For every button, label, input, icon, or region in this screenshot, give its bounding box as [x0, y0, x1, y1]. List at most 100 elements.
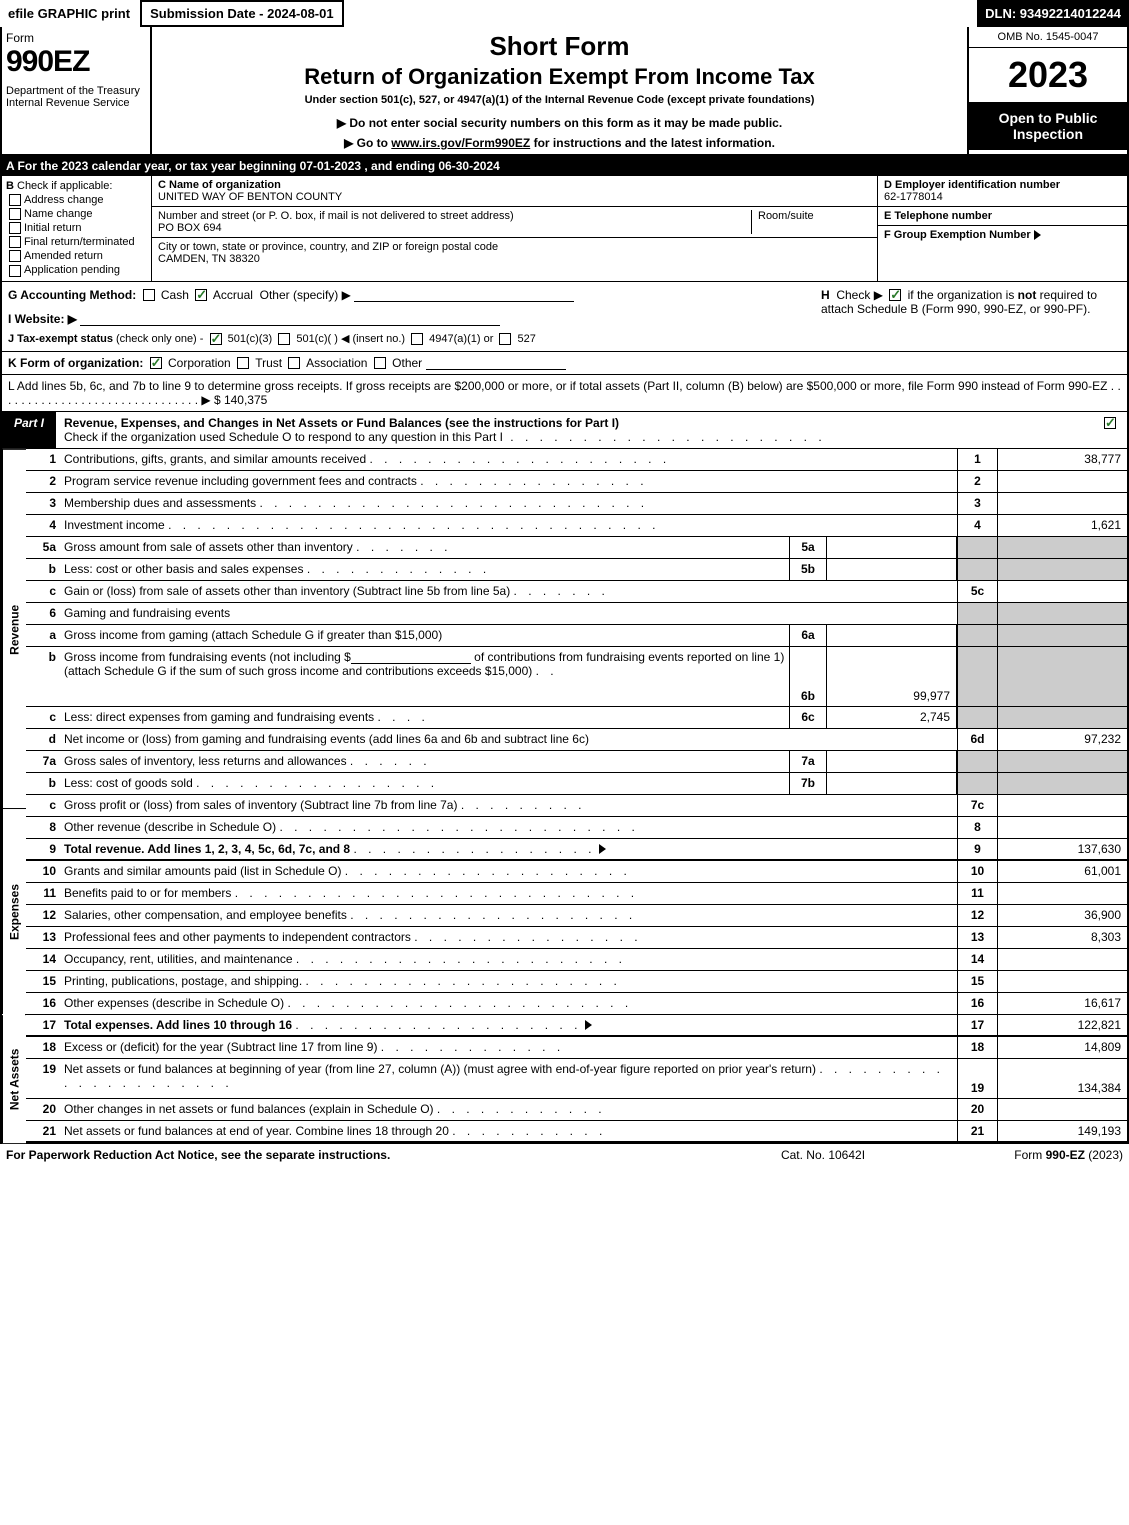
- form-number: 990EZ: [6, 45, 146, 79]
- line-7a: 7a Gross sales of inventory, less return…: [26, 751, 1127, 773]
- c-name-lbl: C Name of organization: [158, 179, 281, 191]
- contrib-blank[interactable]: [351, 650, 471, 664]
- c-name-row: C Name of organization UNITED WAY OF BEN…: [152, 176, 877, 207]
- room-lbl: Room/suite: [758, 210, 814, 222]
- line-8: 8 Other revenue (describe in Schedule O)…: [26, 817, 1127, 839]
- checkbox-icon[interactable]: [411, 333, 423, 345]
- col-de: D Employer identification number 62-1778…: [877, 176, 1127, 281]
- line-5c: c Gain or (loss) from sale of assets oth…: [26, 581, 1127, 603]
- checkbox-icon[interactable]: [210, 333, 222, 345]
- arrow-icon: [599, 844, 606, 854]
- other-specify-blank[interactable]: [354, 288, 574, 302]
- checkbox-icon[interactable]: [195, 289, 207, 301]
- chk-address[interactable]: Address change: [6, 194, 147, 206]
- org-city: CAMDEN, TN 38320: [158, 253, 260, 265]
- street-lbl: Number and street (or P. O. box, if mail…: [158, 210, 514, 222]
- arrow-icon: [585, 1020, 592, 1030]
- checkbox-icon[interactable]: [143, 289, 155, 301]
- website-blank[interactable]: [80, 312, 500, 326]
- c-street-row: Number and street (or P. O. box, if mail…: [152, 207, 877, 238]
- checkbox-icon[interactable]: [288, 357, 300, 369]
- i-lbl: I Website: ▶: [8, 312, 77, 326]
- open-inspection: Open to Public Inspection: [969, 102, 1127, 150]
- form-header: Form 990EZ Department of the Treasury In…: [0, 27, 1129, 156]
- e-lbl: E Telephone number: [884, 210, 992, 222]
- info-block: B Check if applicable: Address change Na…: [0, 176, 1129, 282]
- vcat-column: Revenue Expenses Net Assets: [2, 449, 26, 1143]
- under-section: Under section 501(c), 527, or 4947(a)(1)…: [160, 94, 959, 106]
- checkbox-icon[interactable]: [889, 289, 901, 301]
- line-11: 11 Benefits paid to or for members . . .…: [26, 883, 1127, 905]
- row-k: K Form of organization: Corporation Trus…: [0, 352, 1129, 375]
- footer-right: Form 990-EZ (2023): [923, 1148, 1123, 1162]
- irs-link[interactable]: www.irs.gov/Form990EZ: [391, 136, 530, 150]
- b-label: B: [6, 180, 17, 192]
- checkbox-icon: [9, 265, 21, 277]
- header-right: OMB No. 1545-0047 2023 Open to Public In…: [967, 27, 1127, 154]
- b-check-label: Check if applicable:: [17, 180, 112, 192]
- line-13: 13 Professional fees and other payments …: [26, 927, 1127, 949]
- return-title: Return of Organization Exempt From Incom…: [160, 64, 959, 90]
- checkbox-icon: [9, 250, 21, 262]
- omb-number: OMB No. 1545-0047: [969, 27, 1127, 48]
- chk-initial[interactable]: Initial return: [6, 222, 147, 234]
- goto-line: ▶ Go to www.irs.gov/Form990EZ for instru…: [160, 136, 959, 150]
- line-6d: d Net income or (loss) from gaming and f…: [26, 729, 1127, 751]
- chk-name[interactable]: Name change: [6, 208, 147, 220]
- form-word: Form: [6, 31, 146, 45]
- line-1: 1 Contributions, gifts, grants, and simi…: [26, 449, 1127, 471]
- header-center: Short Form Return of Organization Exempt…: [152, 27, 967, 154]
- chk-pending[interactable]: Application pending: [6, 264, 147, 276]
- checkbox-icon[interactable]: [150, 357, 162, 369]
- line-16: 16 Other expenses (describe in Schedule …: [26, 993, 1127, 1015]
- row-a-tax-year: A For the 2023 calendar year, or tax yea…: [0, 156, 1129, 176]
- row-gh: G Accounting Method: Cash Accrual Other …: [0, 282, 1129, 352]
- line-5b: b Less: cost or other basis and sales ex…: [26, 559, 1127, 581]
- checkbox-icon: [9, 236, 21, 248]
- line-14: 14 Occupancy, rent, utilities, and maint…: [26, 949, 1127, 971]
- part-i-check: [1087, 412, 1127, 448]
- d-ein: D Employer identification number 62-1778…: [878, 176, 1127, 207]
- goto-post: for instructions and the latest informat…: [530, 136, 775, 150]
- line-6: 6 Gaming and fundraising events: [26, 603, 1127, 625]
- vcat-expenses: Expenses: [2, 808, 26, 1014]
- checkbox-icon[interactable]: [278, 333, 290, 345]
- line-19: 19 Net assets or fund balances at beginn…: [26, 1059, 1127, 1099]
- header-left: Form 990EZ Department of the Treasury In…: [2, 27, 152, 154]
- checkbox-icon: [9, 208, 21, 220]
- line-21: 21 Net assets or fund balances at end of…: [26, 1121, 1127, 1143]
- checkbox-icon[interactable]: [499, 333, 511, 345]
- checkbox-icon[interactable]: [1104, 417, 1116, 429]
- c-city-row: City or town, state or province, country…: [152, 238, 877, 268]
- j-sub: (check only one) -: [116, 333, 203, 345]
- chk-final[interactable]: Final return/terminated: [6, 236, 147, 248]
- short-form-title: Short Form: [160, 31, 959, 62]
- chk-amended[interactable]: Amended return: [6, 250, 147, 262]
- line-9: 9 Total revenue. Add lines 1, 2, 3, 4, 5…: [26, 839, 1127, 861]
- col-c: C Name of organization UNITED WAY OF BEN…: [152, 176, 877, 281]
- org-name: UNITED WAY OF BENTON COUNTY: [158, 191, 342, 203]
- g-accounting: G Accounting Method: Cash Accrual Other …: [8, 288, 811, 345]
- arrow-icon: [1034, 230, 1041, 240]
- checkbox-icon[interactable]: [237, 357, 249, 369]
- efile-label[interactable]: efile GRAPHIC print: [0, 0, 140, 27]
- col-b: B Check if applicable: Address change Na…: [2, 176, 152, 281]
- row-l: L Add lines 5b, 6c, and 7b to line 9 to …: [0, 375, 1129, 412]
- h-schedule-b: H Check ▶ if the organization is not req…: [811, 288, 1121, 345]
- footer-center: Cat. No. 10642I: [723, 1148, 923, 1162]
- line-6a: a Gross income from gaming (attach Sched…: [26, 625, 1127, 647]
- k-other-blank[interactable]: [426, 356, 566, 370]
- tax-year: 2023: [969, 48, 1127, 102]
- checkbox-icon: [9, 194, 21, 206]
- line-3: 3 Membership dues and assessments . . . …: [26, 493, 1127, 515]
- l-text: L Add lines 5b, 6c, and 7b to line 9 to …: [8, 379, 1107, 393]
- g-lbl: G Accounting Method:: [8, 288, 136, 302]
- dln-label: DLN: 93492214012244: [977, 0, 1129, 27]
- k-lbl: K Form of organization:: [8, 356, 143, 370]
- line-7b: b Less: cost of goods sold . . . . . . .…: [26, 773, 1127, 795]
- line-18: 18 Excess or (deficit) for the year (Sub…: [26, 1037, 1127, 1059]
- line-6c: c Less: direct expenses from gaming and …: [26, 707, 1127, 729]
- page-footer: For Paperwork Reduction Act Notice, see …: [0, 1143, 1129, 1166]
- checkbox-icon[interactable]: [374, 357, 386, 369]
- line-12: 12 Salaries, other compensation, and emp…: [26, 905, 1127, 927]
